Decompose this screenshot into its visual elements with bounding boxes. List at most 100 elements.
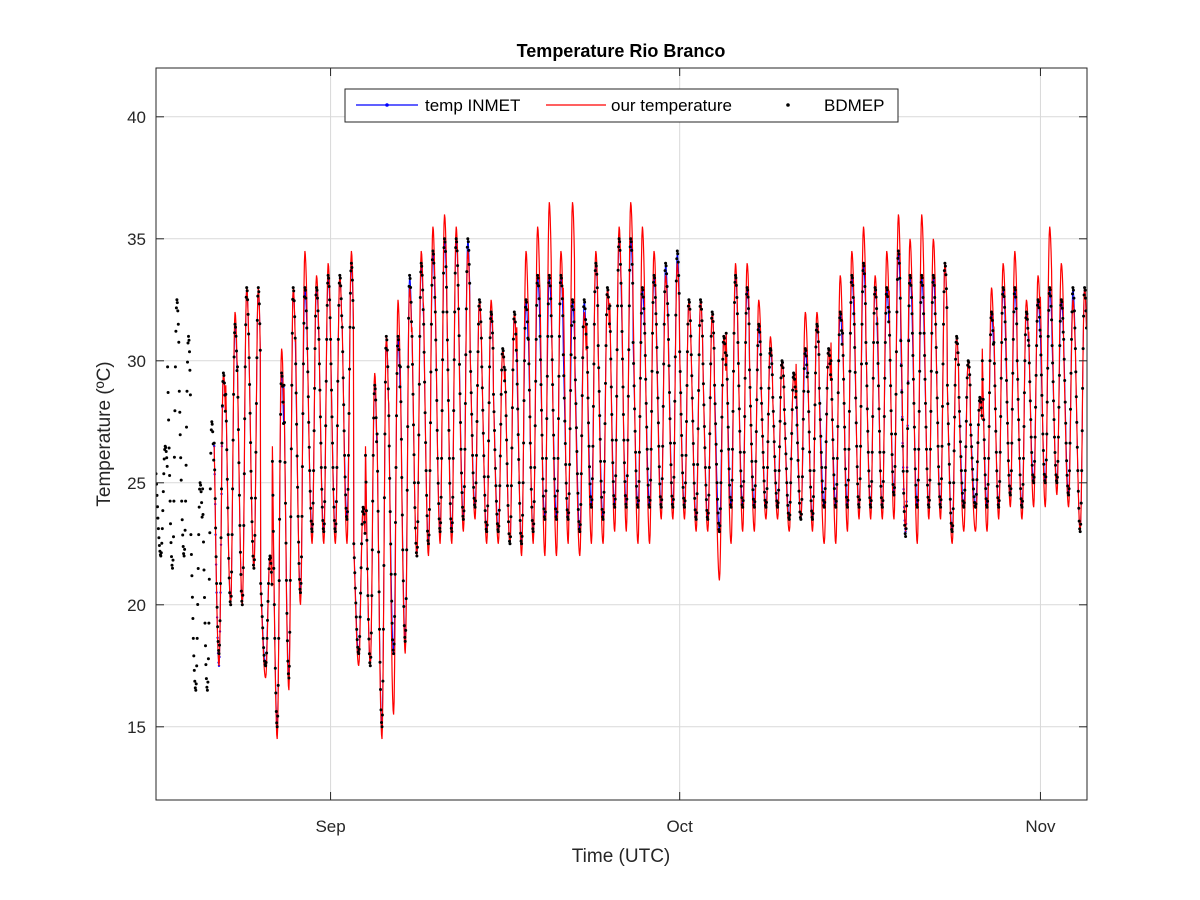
bdmep-point	[663, 290, 667, 294]
bdmep-point	[584, 318, 588, 322]
bdmep-point	[578, 523, 582, 527]
bdmep-point	[301, 412, 305, 416]
bdmep-point	[358, 635, 362, 638]
bdmep-point	[296, 485, 300, 489]
bdmep-point	[837, 359, 841, 363]
bdmep-point	[1005, 379, 1008, 382]
bdmep-point	[410, 334, 414, 338]
bdmep-point	[617, 237, 621, 241]
bdmep-point	[1001, 292, 1005, 296]
bdmep-point	[264, 661, 268, 664]
bdmep-point	[1003, 305, 1007, 309]
bdmep-point	[496, 530, 500, 534]
bdmep-point	[696, 427, 700, 431]
bdmep-point	[662, 322, 666, 326]
bdmep-point	[344, 493, 348, 497]
bdmep-point	[1056, 459, 1060, 463]
bdmep-point	[735, 296, 739, 299]
bdmep-point	[732, 369, 735, 373]
bdmep-point	[196, 567, 200, 570]
bdmep-point	[469, 391, 473, 395]
bdmep-point	[335, 424, 339, 428]
bdmep-point	[880, 503, 884, 507]
bdmep-point	[161, 509, 165, 513]
bdmep-point	[646, 467, 650, 471]
bdmep-point	[932, 283, 936, 287]
bdmep-point	[381, 679, 385, 683]
bdmep-point	[440, 456, 444, 460]
bdmep-point	[458, 362, 461, 366]
bdmep-point	[1054, 473, 1058, 477]
bdmep-point	[725, 377, 729, 381]
bdmep-point	[507, 520, 510, 524]
bdmep-point	[366, 594, 370, 598]
bdmep-point	[197, 533, 201, 537]
x-tick-label: Sep	[315, 817, 345, 836]
bdmep-point	[290, 383, 294, 387]
bdmep-point	[656, 421, 660, 425]
bdmep-point	[259, 592, 263, 596]
bdmep-point	[779, 376, 783, 380]
bdmep-point	[895, 310, 899, 314]
bdmep-point	[551, 383, 555, 387]
bdmep-point	[774, 481, 778, 485]
bdmep-point	[559, 273, 563, 277]
bdmep-point	[288, 630, 292, 634]
bdmep-point	[234, 334, 238, 338]
bdmep-point	[466, 237, 470, 241]
bdmep-point	[582, 298, 586, 302]
bdmep-point	[267, 567, 271, 571]
bdmep-point	[697, 389, 701, 392]
bdmep-point	[498, 484, 502, 488]
bdmep-point	[175, 298, 179, 302]
bdmep-point	[490, 312, 493, 316]
bdmep-point	[445, 338, 449, 342]
bdmep-point	[860, 322, 864, 326]
bdmep-point	[230, 570, 234, 574]
bdmep-point	[608, 330, 612, 333]
bdmep-point	[361, 510, 365, 514]
bdmep-point	[714, 422, 718, 426]
bdmep-point	[173, 409, 177, 413]
bdmep-point	[989, 316, 993, 320]
bdmep-point	[771, 395, 775, 399]
bdmep-point	[292, 289, 296, 293]
bdmep-point	[1077, 506, 1081, 510]
bdmep-point	[180, 518, 184, 522]
bdmep-point	[791, 388, 795, 392]
bdmep-point	[162, 457, 166, 461]
bdmep-point	[664, 264, 668, 268]
bdmep-point	[349, 261, 353, 265]
bdmep-point	[852, 322, 856, 326]
bdmep-point	[197, 505, 201, 509]
bdmep-point	[535, 303, 539, 307]
bdmep-point	[748, 368, 751, 372]
bdmep-point	[373, 383, 377, 387]
bdmep-point	[1070, 337, 1073, 341]
bdmep-point	[222, 381, 226, 385]
bdmep-point	[379, 688, 382, 691]
bdmep-point	[1006, 421, 1009, 425]
bdmep-point	[795, 406, 798, 410]
bdmep-point	[430, 258, 434, 262]
bdmep-point	[599, 479, 603, 483]
bdmep-point	[734, 273, 737, 277]
bdmep-point	[676, 260, 680, 264]
bdmep-point	[378, 660, 382, 664]
bdmep-point	[539, 383, 543, 387]
bdmep-point	[993, 384, 997, 388]
bdmep-point	[707, 493, 711, 497]
bdmep-point	[530, 519, 534, 522]
bdmep-point	[631, 281, 635, 285]
bdmep-point	[247, 332, 251, 336]
bdmep-point	[653, 296, 657, 299]
bdmep-point	[988, 359, 992, 363]
bdmep-point	[516, 433, 520, 437]
bdmep-point	[506, 484, 509, 488]
bdmep-point	[261, 636, 265, 640]
y-tick-label: 25	[127, 474, 146, 493]
bdmep-point	[369, 631, 373, 635]
bdmep-point	[655, 370, 659, 374]
bdmep-point	[743, 376, 747, 380]
bdmep-point	[205, 685, 209, 689]
